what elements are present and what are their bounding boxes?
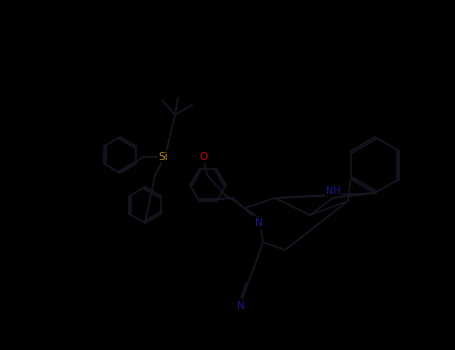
Text: N: N [237,301,245,311]
Text: Si: Si [158,152,168,162]
Text: O: O [200,152,208,162]
Text: N: N [255,218,263,228]
Text: NH: NH [326,186,340,196]
